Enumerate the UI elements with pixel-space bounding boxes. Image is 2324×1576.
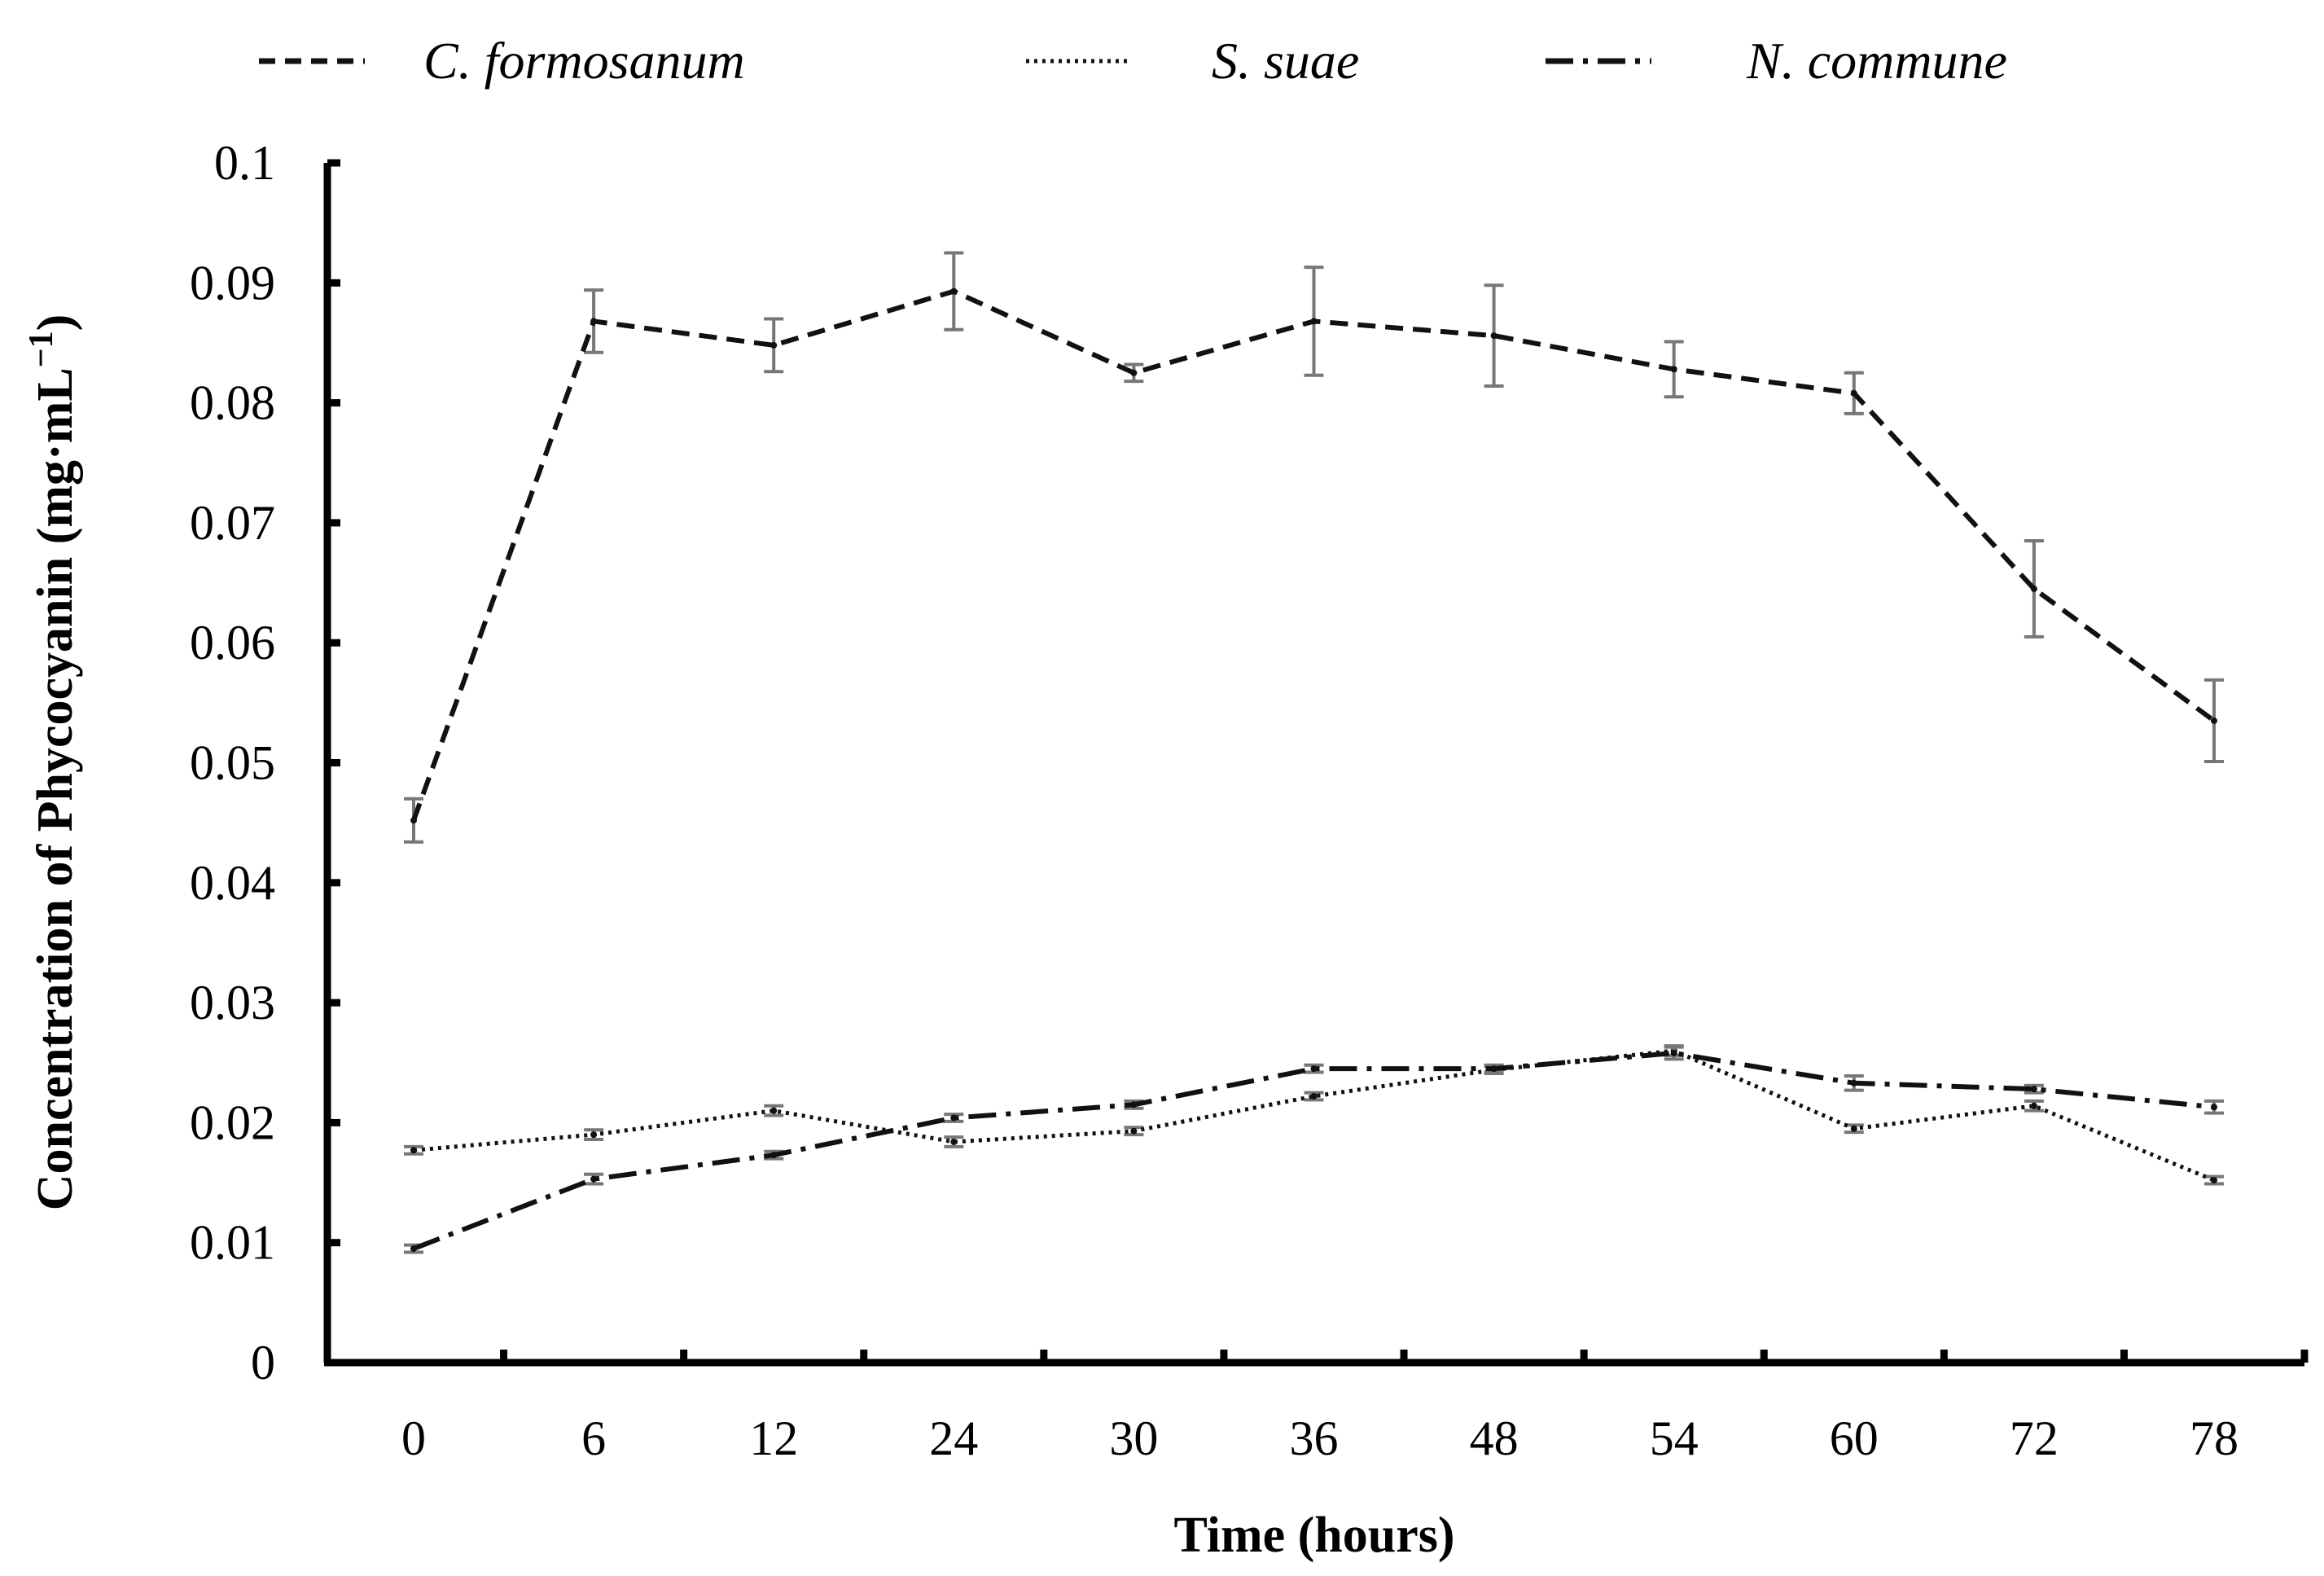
data-point-s-suae [410,1147,417,1154]
data-point-s-suae [1310,1092,1318,1100]
data-point-n-commune [2211,1104,2217,1111]
legend-label-c-formosanum: C. formosanum [423,32,745,90]
legend-item-c-formosanum: C. formosanum [259,32,745,90]
data-point-s-suae [2030,1102,2037,1109]
data-point-c-formosanum [590,318,598,325]
x-tick-label: 60 [1830,1411,1879,1465]
data-point-n-commune [950,1114,958,1122]
series-c-formosanum [404,251,2224,844]
data-point-c-formosanum [1310,318,1318,325]
y-tick-label: 0 [251,1336,275,1389]
x-tick-label: 24 [929,1411,978,1465]
data-point-n-commune [1670,1049,1677,1056]
y-axis-ticks: 0 0.01 0.02 0.03 0.04 0.05 0.06 0.07 0.08 0.09 0.1 [190,136,340,1389]
x-tick-label: 54 [1650,1411,1699,1465]
x-axis-ticks: 0 6 12 24 30 36 48 54 60 72 78 [401,1350,2309,1465]
legend: C. formosanum S. suae N. commune [259,32,2007,90]
data-point-s-suae [950,1138,958,1145]
x-tick-label: 0 [401,1411,426,1465]
x-tick-label: 6 [581,1411,606,1465]
data-point-n-commune [2030,1086,2037,1093]
y-tick-label: 0.1 [214,136,275,190]
data-point-c-formosanum [410,817,417,824]
y-tick-label: 0.02 [190,1095,275,1149]
y-tick-label: 0.05 [190,736,275,790]
data-point-c-formosanum [1130,369,1138,376]
legend-label-n-commune: N. commune [1746,32,2007,90]
y-tick-label: 0.07 [190,496,275,550]
data-point-s-suae [1130,1127,1138,1135]
y-tick-label: 0.01 [190,1216,275,1270]
x-axis-title: Time (hours) [1173,1508,1454,1563]
data-point-n-commune [1310,1065,1318,1073]
data-point-n-commune [410,1245,417,1253]
x-tick-label: 12 [749,1411,798,1465]
data-point-c-formosanum [2030,585,2037,592]
y-tick-label: 0.08 [190,376,275,430]
data-point-c-formosanum [1670,366,1677,373]
y-axis-title-close: ) [28,314,83,331]
x-tick-label: 78 [2190,1411,2238,1465]
series-line-s-suae [413,1048,2215,1183]
data-point-c-formosanum [2211,717,2217,724]
data-point-s-suae [1850,1125,1857,1132]
data-point-n-commune [1130,1101,1138,1108]
x-tick-label: 48 [1470,1411,1519,1465]
series-line-n-commune [412,1050,2215,1251]
legend-item-n-commune: N. commune [1546,32,2007,90]
data-point-c-formosanum [1850,389,1857,397]
data-point-n-commune [770,1152,778,1159]
data-point-s-suae [590,1131,598,1139]
x-tick-label: 72 [2010,1411,2059,1465]
data-point-c-formosanum [1490,332,1497,340]
y-tick-label: 0.06 [190,616,275,669]
y-axis-title: Concentration of Phycocyanin (mg·mL−1) [23,314,83,1211]
y-axis-title-main: Concentration of Phycocyanin (mg·mL [28,367,83,1210]
y-tick-label: 0.03 [190,976,275,1029]
data-point-c-formosanum [770,341,778,349]
y-axis-title-superscript: −1 [23,331,60,367]
y-tick-label: 0.09 [190,256,275,309]
y-tick-label: 0.04 [190,856,275,910]
series-n-commune [404,1045,2224,1254]
legend-item-s-suae: S. suae [1026,32,1359,90]
data-point-n-commune [1850,1079,1857,1087]
x-tick-label: 30 [1109,1411,1158,1465]
data-point-s-suae [2211,1177,2217,1184]
data-point-c-formosanum [950,288,958,295]
data-point-n-commune [590,1175,598,1183]
data-point-s-suae [770,1107,778,1114]
x-tick-label: 36 [1290,1411,1339,1465]
series-layer [404,251,2224,1254]
data-point-n-commune [1490,1065,1497,1073]
legend-label-s-suae: S. suae [1212,32,1359,90]
